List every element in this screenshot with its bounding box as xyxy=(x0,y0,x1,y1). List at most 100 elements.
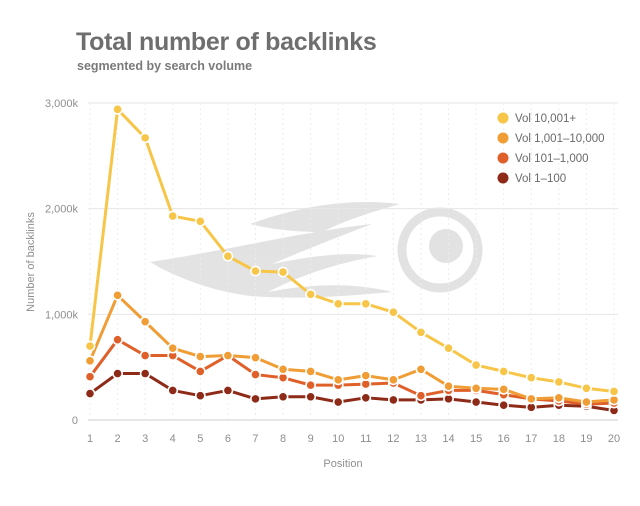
data-point xyxy=(139,368,151,379)
legend-item: Vol 1,001–10,000 xyxy=(497,132,605,145)
data-point xyxy=(443,380,454,392)
data-point xyxy=(222,385,234,396)
x-tick-label: 7 xyxy=(252,433,258,445)
data-point xyxy=(525,372,537,384)
legend-item: Vol 10,001+ xyxy=(497,112,576,125)
legend-label: Vol 101–1,000 xyxy=(515,153,589,165)
data-point xyxy=(277,391,289,403)
series-3 xyxy=(84,368,620,416)
y-tick-label: 3,000k xyxy=(45,98,79,110)
x-tick-label: 16 xyxy=(498,433,510,445)
x-tick-label: 4 xyxy=(170,433,176,445)
data-point xyxy=(112,103,123,115)
data-point xyxy=(305,365,317,377)
data-point xyxy=(581,396,592,408)
data-point xyxy=(222,250,234,262)
x-tick-label: 2 xyxy=(115,433,121,445)
data-point xyxy=(84,355,96,367)
data-point xyxy=(194,215,206,227)
x-tick-label: 1 xyxy=(87,433,93,445)
data-point xyxy=(84,340,96,352)
x-tick-label: 10 xyxy=(332,433,344,445)
data-point xyxy=(194,351,206,362)
data-point xyxy=(167,342,179,354)
data-point xyxy=(305,288,317,300)
x-tick-label: 8 xyxy=(280,433,286,445)
data-point xyxy=(332,374,344,386)
data-point xyxy=(415,326,427,338)
legend-marker xyxy=(497,172,509,184)
legend-marker xyxy=(497,132,509,144)
y-tick-label: 1,000k xyxy=(45,309,79,321)
chart-title: Total number of backlinks xyxy=(76,28,377,56)
x-tick-label: 12 xyxy=(387,433,399,445)
data-point xyxy=(112,334,123,346)
data-point xyxy=(139,350,151,361)
x-tick-label: 9 xyxy=(308,433,314,445)
data-point xyxy=(305,379,317,391)
data-point xyxy=(139,316,151,328)
data-point xyxy=(167,385,179,396)
data-point xyxy=(332,298,344,310)
x-axis-label: Position xyxy=(323,458,362,470)
data-point xyxy=(222,350,234,361)
legend-marker xyxy=(497,152,509,164)
data-point xyxy=(415,390,427,402)
data-point xyxy=(387,306,399,318)
data-point xyxy=(332,396,344,408)
data-point xyxy=(470,382,482,394)
data-point xyxy=(84,371,96,383)
data-point xyxy=(498,383,510,395)
data-point xyxy=(194,390,206,402)
y-axis-ticks: 0 1,000k 2,000k 3,000k xyxy=(45,98,79,427)
x-tick-label: 13 xyxy=(415,433,427,445)
x-tick-label: 17 xyxy=(525,433,537,445)
data-point xyxy=(608,386,620,397)
data-point xyxy=(250,265,261,277)
data-point xyxy=(470,359,482,371)
data-point xyxy=(498,365,510,377)
x-tick-label: 20 xyxy=(608,433,620,445)
y-tick-label: 2,000k xyxy=(45,204,79,216)
x-tick-label: 15 xyxy=(470,433,482,445)
data-point xyxy=(470,396,482,408)
data-point xyxy=(553,392,565,404)
x-tick-label: 6 xyxy=(225,433,231,445)
data-point xyxy=(84,388,96,399)
data-point xyxy=(387,374,399,386)
data-point xyxy=(250,369,261,380)
chart-subtitle: segmented by search volume xyxy=(77,59,253,73)
watermark-logo-icon xyxy=(150,202,483,298)
data-point xyxy=(167,210,179,222)
legend-label: Vol 1–100 xyxy=(515,173,566,185)
data-point xyxy=(387,394,399,406)
data-point xyxy=(277,363,289,375)
x-tick-label: 18 xyxy=(553,433,565,445)
data-point xyxy=(277,266,289,278)
y-axis-label: Number of backlinks xyxy=(25,212,37,312)
data-point xyxy=(139,132,151,144)
y-tick-label: 0 xyxy=(72,415,78,427)
legend-label: Vol 1,001–10,000 xyxy=(515,133,605,145)
legend-item: Vol 1–100 xyxy=(497,172,566,185)
data-point xyxy=(250,352,261,364)
legend-marker xyxy=(497,112,509,124)
x-tick-label: 3 xyxy=(142,433,148,445)
x-tick-label: 11 xyxy=(360,433,371,445)
data-point xyxy=(112,289,123,301)
x-tick-label: 19 xyxy=(580,433,592,445)
series-layer xyxy=(84,103,620,416)
data-point xyxy=(498,399,510,411)
data-point xyxy=(415,363,427,375)
data-point xyxy=(553,376,565,388)
series-1 xyxy=(84,289,620,408)
data-point xyxy=(443,342,454,354)
x-axis-ticks: 1 2 3 4 5 6 7 8 9 10 11 12 13 14 15 16 17 18 19 20 xyxy=(87,433,620,445)
data-point xyxy=(360,298,372,310)
data-point xyxy=(360,370,372,382)
grid-lines xyxy=(88,102,618,421)
data-point xyxy=(581,382,592,394)
legend-item: Vol 101–1,000 xyxy=(497,152,589,165)
series-0 xyxy=(84,103,620,397)
